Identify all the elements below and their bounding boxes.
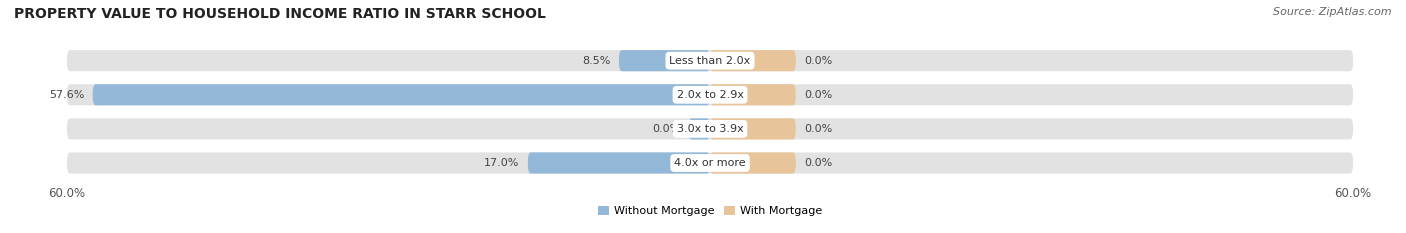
Text: 0.0%: 0.0% [804,56,832,66]
FancyBboxPatch shape [527,152,710,174]
FancyBboxPatch shape [689,118,710,140]
FancyBboxPatch shape [710,84,796,105]
FancyBboxPatch shape [619,50,710,71]
FancyBboxPatch shape [710,50,796,71]
Text: 0.0%: 0.0% [804,124,832,134]
Text: 0.0%: 0.0% [804,158,832,168]
FancyBboxPatch shape [67,50,1353,71]
Text: 0.0%: 0.0% [652,124,681,134]
Text: Less than 2.0x: Less than 2.0x [669,56,751,66]
Text: 0.0%: 0.0% [804,90,832,100]
FancyBboxPatch shape [67,118,1353,140]
Text: 3.0x to 3.9x: 3.0x to 3.9x [676,124,744,134]
Text: 57.6%: 57.6% [49,90,84,100]
Text: 4.0x or more: 4.0x or more [675,158,745,168]
FancyBboxPatch shape [710,118,796,140]
Text: PROPERTY VALUE TO HOUSEHOLD INCOME RATIO IN STARR SCHOOL: PROPERTY VALUE TO HOUSEHOLD INCOME RATIO… [14,7,546,21]
FancyBboxPatch shape [93,84,710,105]
FancyBboxPatch shape [67,84,1353,105]
FancyBboxPatch shape [67,152,1353,174]
Text: 8.5%: 8.5% [582,56,610,66]
FancyBboxPatch shape [710,152,796,174]
Text: 17.0%: 17.0% [484,158,519,168]
Text: Source: ZipAtlas.com: Source: ZipAtlas.com [1274,7,1392,17]
Legend: Without Mortgage, With Mortgage: Without Mortgage, With Mortgage [593,202,827,221]
Text: 2.0x to 2.9x: 2.0x to 2.9x [676,90,744,100]
